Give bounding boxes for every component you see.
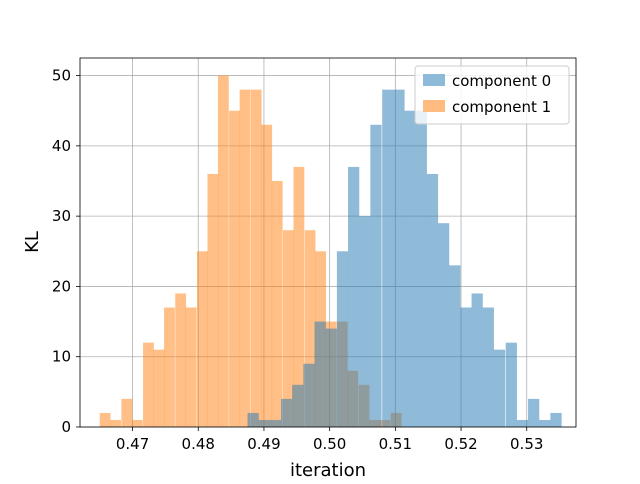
- histogram-bar: [304, 230, 316, 427]
- bars-layer: [99, 75, 562, 428]
- y-tick-label: 20: [52, 277, 71, 295]
- histogram-bar: [250, 89, 262, 427]
- histogram-bar: [217, 75, 229, 428]
- histogram-bar: [393, 89, 405, 427]
- histogram-bar: [404, 110, 416, 427]
- histogram-bar: [314, 321, 326, 427]
- histogram-bar: [505, 342, 517, 427]
- histogram-bar: [110, 419, 121, 427]
- histogram-bar: [131, 419, 143, 427]
- histogram-bar: [415, 110, 427, 427]
- histogram-bar: [258, 419, 270, 427]
- histogram-bar: [426, 173, 439, 427]
- histogram-bar: [229, 110, 240, 427]
- histogram-bar: [359, 216, 371, 427]
- histogram-bar: [539, 419, 551, 427]
- histogram-bar: [292, 384, 304, 427]
- x-tick-label: 0.50: [313, 435, 346, 453]
- histogram-bar: [550, 412, 562, 427]
- legend-label: component 0: [452, 72, 551, 90]
- legend-swatch: [423, 100, 445, 112]
- histogram-bar: [143, 342, 154, 427]
- legend-label: component 1: [452, 98, 551, 116]
- histogram-bar: [196, 251, 208, 427]
- histogram-bar: [460, 307, 472, 427]
- x-tick-label: 0.47: [116, 435, 149, 453]
- histogram-bar: [164, 307, 175, 427]
- histogram-bar: [493, 349, 506, 427]
- legend: component 0 component 1: [414, 65, 570, 125]
- y-tick-label: 10: [52, 348, 71, 366]
- x-axis-label: iteration: [290, 460, 366, 480]
- y-tick-label: 40: [52, 137, 71, 155]
- histogram-bar: [449, 265, 461, 427]
- histogram-bar: [303, 363, 315, 427]
- histogram-bar: [438, 223, 450, 427]
- x-tick-label: 0.48: [182, 435, 215, 453]
- histogram-bar: [121, 398, 133, 427]
- y-tick-label: 0: [61, 418, 71, 436]
- histogram-bar: [271, 181, 283, 427]
- histogram-bar: [370, 124, 382, 428]
- histogram-bar: [382, 89, 394, 427]
- histogram-bar: [185, 307, 197, 427]
- histogram-bar: [153, 349, 165, 427]
- histogram-bar: [516, 419, 529, 427]
- histogram-bar: [348, 166, 360, 427]
- histogram-bar: [293, 166, 305, 427]
- histogram-bar: [239, 89, 251, 427]
- histogram-bar: [175, 293, 187, 427]
- histogram-bar: [269, 419, 282, 427]
- histogram-bar: [281, 398, 293, 427]
- histogram-bar: [207, 173, 219, 427]
- histogram-bar: [261, 124, 273, 428]
- legend-box: [414, 65, 570, 125]
- x-tick-label: 0.53: [510, 435, 543, 453]
- histogram-bar: [325, 328, 337, 427]
- histogram-bar: [282, 230, 294, 427]
- ticks-layer: 0.47 0.48 0.49 0.50 0.51 0.52 0.53 0 10 20 30 40 50: [52, 67, 544, 453]
- x-tick-label: 0.51: [379, 435, 412, 453]
- histogram-bar: [336, 251, 349, 427]
- y-tick-label: 30: [52, 207, 71, 225]
- series-component-0: [247, 89, 562, 428]
- y-tick-label: 50: [52, 67, 71, 85]
- histogram-bar: [471, 293, 483, 427]
- x-tick-label: 0.49: [247, 435, 280, 453]
- histogram-bar: [99, 412, 111, 427]
- plot-frame: [79, 57, 577, 428]
- histogram-bar: [482, 307, 494, 427]
- x-tick-label: 0.52: [444, 435, 477, 453]
- histogram-bar: [247, 412, 259, 427]
- histogram-bar: [528, 398, 540, 427]
- y-axis-label: KL: [22, 231, 43, 253]
- legend-swatch: [423, 74, 445, 86]
